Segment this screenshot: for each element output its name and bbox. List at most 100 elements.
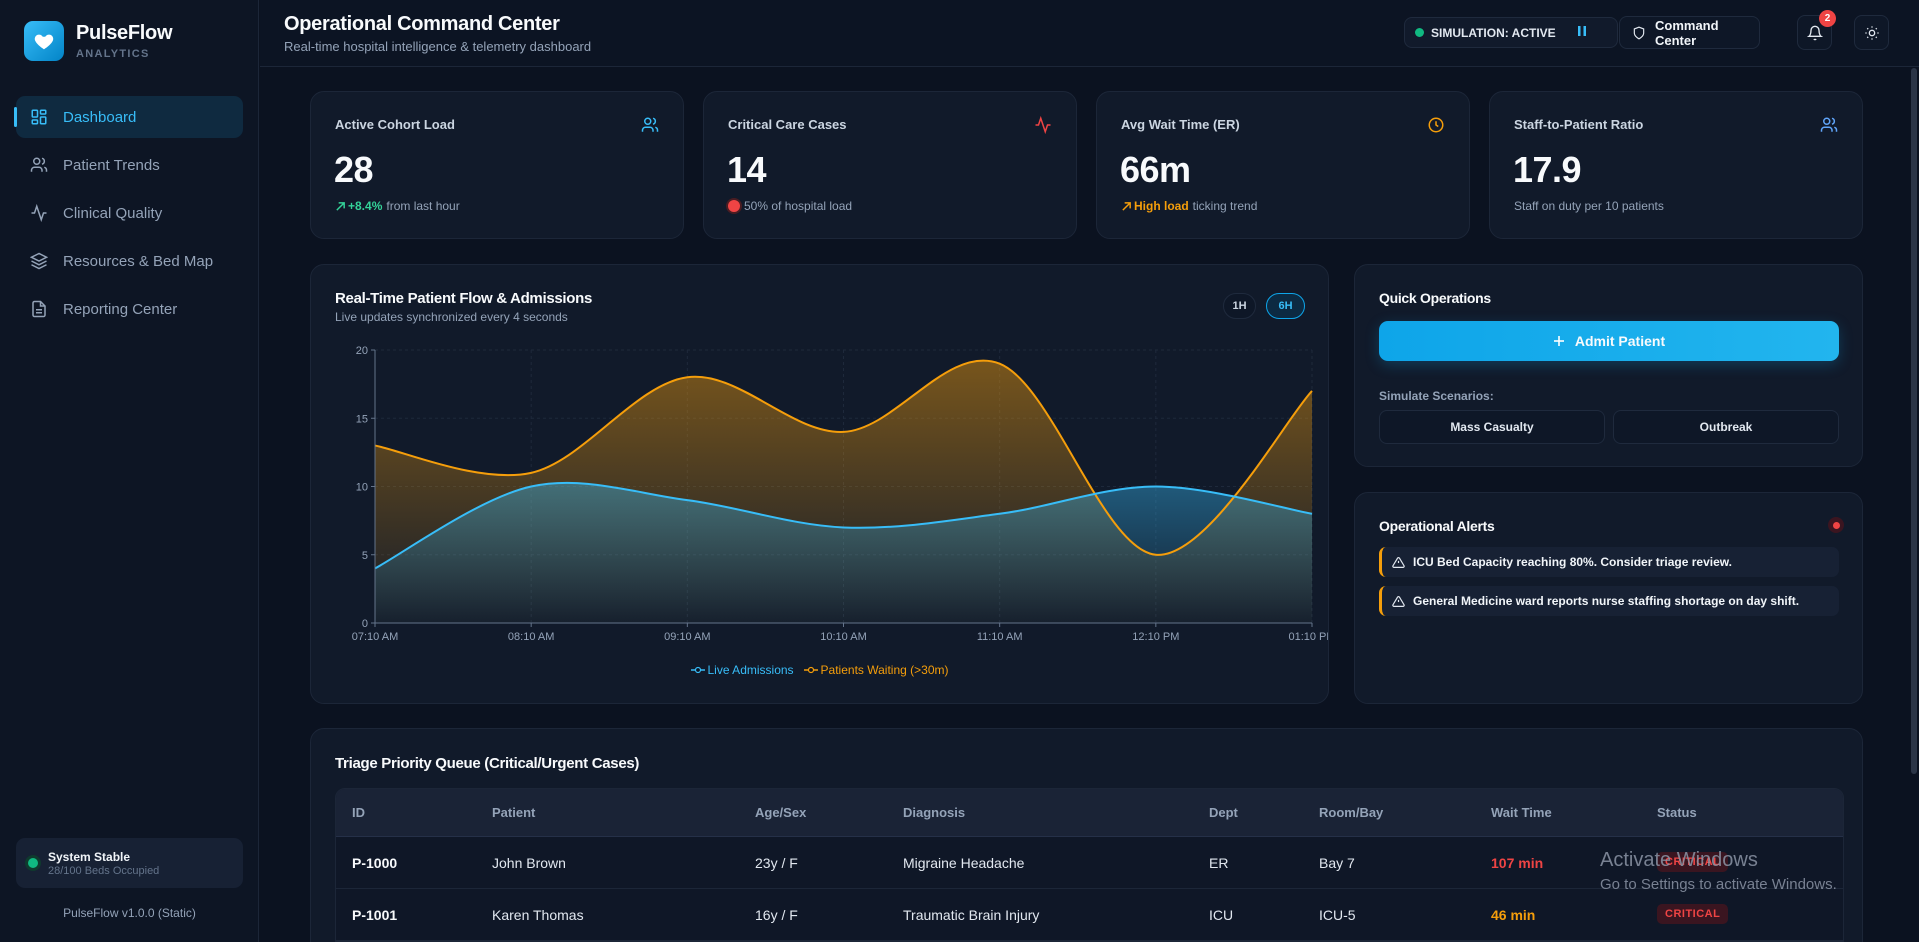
layers-icon xyxy=(30,252,48,270)
stat-delta: +8.4% xyxy=(348,199,383,213)
column-header[interactable]: Status xyxy=(1657,805,1697,820)
users-icon xyxy=(30,156,48,174)
sidebar-item-resources-bed-map[interactable]: Resources & Bed Map xyxy=(16,240,243,282)
command-center-label: Command Center xyxy=(1655,17,1719,48)
sidebar-item-dashboard[interactable]: Dashboard xyxy=(14,96,243,138)
stat-card-active-cohort: Active Cohort Load 28 +8.4% from last ho… xyxy=(310,91,684,239)
top-header: Operational Command Center Real-time hos… xyxy=(260,0,1919,67)
column-header[interactable]: Age/Sex xyxy=(755,805,807,820)
activity-icon xyxy=(30,204,48,222)
series-line xyxy=(374,481,1313,570)
cell-wait-time: 46 min xyxy=(1491,907,1536,923)
status-dot-icon xyxy=(28,858,38,868)
theme-toggle-button[interactable] xyxy=(1854,15,1889,50)
table-row[interactable]: P-1001 Karen Thomas 16y / F Traumatic Br… xyxy=(336,889,1843,941)
sidebar-item-label: Dashboard xyxy=(63,108,137,126)
cell-wait-time: 107 min xyxy=(1491,855,1544,871)
command-center-button[interactable]: Command Center xyxy=(1619,16,1760,49)
status-badge: CRITICAL xyxy=(1657,904,1729,924)
cell-diagnosis: Traumatic Brain Injury xyxy=(903,907,1040,923)
stat-value: 14 xyxy=(727,149,767,190)
column-header[interactable]: Room/Bay xyxy=(1319,805,1384,820)
alert-item[interactable]: ICU Bed Capacity reaching 80%. Consider … xyxy=(1379,547,1839,577)
alert-text: ICU Bed Capacity reaching 80%. Consider … xyxy=(1413,555,1732,569)
legend-item-admissions[interactable]: Live Admissions xyxy=(690,663,794,677)
column-header[interactable]: Wait Time xyxy=(1491,805,1552,820)
bell-icon xyxy=(1806,25,1823,41)
status-dot-icon xyxy=(1415,28,1424,37)
series-line xyxy=(374,359,1313,556)
sidebar-item-label: Clinical Quality xyxy=(63,204,163,222)
shield-icon xyxy=(1632,26,1646,40)
chart-title: Real-Time Patient Flow & Admissions xyxy=(335,290,593,307)
notifications-button[interactable]: 2 xyxy=(1797,10,1836,50)
admit-patient-label: Admit Patient xyxy=(1574,333,1666,349)
simulation-status: SIMULATION: ACTIVE xyxy=(1404,17,1618,48)
triage-table: ID Patient Age/Sex Diagnosis Dept Room/B… xyxy=(335,788,1844,942)
system-status-sub: 28/100 Beds Occupied xyxy=(48,864,160,877)
sidebar-item-label: Patient Trends xyxy=(63,156,160,174)
sidebar-nav: Dashboard Patient Trends Clinical Qualit… xyxy=(14,96,243,336)
table-row[interactable]: P-1000 John Brown 23y / F Migraine Heada… xyxy=(336,837,1843,889)
y-tick-label: 10 xyxy=(356,482,368,494)
y-tick-label: 0 xyxy=(362,618,368,630)
stat-value: 28 xyxy=(334,149,374,190)
range-6h-button[interactable]: 6H xyxy=(1266,293,1305,319)
stat-footer: Staff on duty per 10 patients xyxy=(1514,199,1664,213)
column-header[interactable]: Diagnosis xyxy=(903,805,966,820)
pause-icon[interactable] xyxy=(1576,25,1588,40)
legend-label: Patients Waiting (>30m) xyxy=(820,663,949,677)
page-scrollbar[interactable] xyxy=(1911,68,1917,774)
stat-label: Avg Wait Time (ER) xyxy=(1121,117,1240,132)
stat-foot-text: 50% of hospital load xyxy=(744,199,853,213)
column-header[interactable]: Dept xyxy=(1209,805,1238,820)
stat-footer: High load ticking trend xyxy=(1121,199,1257,213)
range-1h-button[interactable]: 1H xyxy=(1223,293,1256,319)
chart-legend: Live Admissions Patients Waiting (>30m) xyxy=(311,663,1328,677)
notification-badge: 2 xyxy=(1819,10,1836,27)
alert-indicator-icon xyxy=(1828,517,1844,533)
mass-casualty-button[interactable]: Mass Casualty xyxy=(1379,410,1605,444)
alert-text: General Medicine ward reports nurse staf… xyxy=(1413,594,1800,608)
column-header[interactable]: ID xyxy=(352,805,365,820)
legend-item-waiting[interactable]: Patients Waiting (>30m) xyxy=(803,663,949,677)
status-badge: CRITICAL xyxy=(1657,852,1729,872)
stat-label: Critical Care Cases xyxy=(728,117,847,132)
cell-age: 16y / F xyxy=(755,907,798,923)
triage-queue-card: Triage Priority Queue (Critical/Urgent C… xyxy=(310,728,1863,942)
stat-value: 66m xyxy=(1120,149,1191,190)
cell-dept: ER xyxy=(1209,855,1229,871)
patient-flow-chart: 0 5 10 15 20 07:10 AM 08:10 AM 09:10 AM 10:10 AM… xyxy=(352,345,1328,643)
quick-operations-title: Quick Operations xyxy=(1379,290,1491,306)
sidebar-item-clinical-quality[interactable]: Clinical Quality xyxy=(16,192,243,234)
stat-foot-text: Staff on duty per 10 patients xyxy=(1514,199,1664,213)
brand[interactable]: PulseFlow ANALYTICS xyxy=(24,21,173,61)
document-icon xyxy=(30,300,48,318)
alerts-title: Operational Alerts xyxy=(1379,518,1495,534)
cell-dept: ICU xyxy=(1209,907,1234,923)
x-tick-label: 01:10 PM xyxy=(1288,631,1328,643)
sidebar-item-label: Reporting Center xyxy=(63,300,178,318)
legend-marker-icon xyxy=(690,666,705,674)
sun-icon xyxy=(1864,25,1880,41)
cell-patient: Karen Thomas xyxy=(492,907,584,923)
x-tick-label: 08:10 AM xyxy=(508,631,554,643)
users-icon xyxy=(641,116,659,139)
y-tick-label: 5 xyxy=(362,550,368,562)
cell-id: P-1001 xyxy=(352,907,398,923)
sidebar-item-patient-trends[interactable]: Patient Trends xyxy=(16,144,243,186)
outbreak-button[interactable]: Outbreak xyxy=(1613,410,1839,444)
x-tick-label: 07:10 AM xyxy=(352,631,398,643)
sidebar: PulseFlow ANALYTICS Dashboard Patient Tr… xyxy=(0,0,259,942)
brand-name: PulseFlow xyxy=(76,22,173,44)
table-header: ID Patient Age/Sex Diagnosis Dept Room/B… xyxy=(336,789,1843,837)
stat-value: 17.9 xyxy=(1513,149,1582,190)
column-header[interactable]: Patient xyxy=(492,805,536,820)
sidebar-item-reporting-center[interactable]: Reporting Center xyxy=(16,288,243,330)
windows-activation-watermark: Activate Windows Go to Settings to activ… xyxy=(1600,849,1837,893)
x-tick-label: 10:10 AM xyxy=(820,631,866,643)
admit-patient-button[interactable]: Admit Patient xyxy=(1379,321,1839,361)
page-subtitle: Real-time hospital intelligence & teleme… xyxy=(284,39,592,54)
warning-icon xyxy=(1392,556,1405,568)
alert-item[interactable]: General Medicine ward reports nurse staf… xyxy=(1379,586,1839,616)
